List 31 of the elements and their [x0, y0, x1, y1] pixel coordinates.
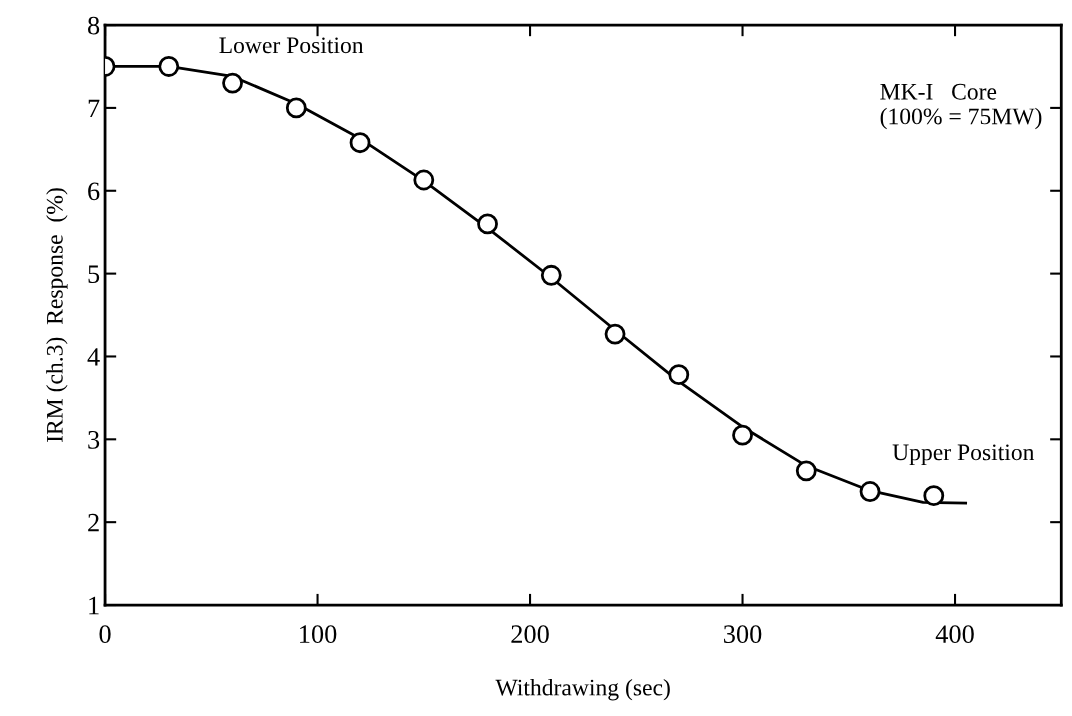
point: [158, 56, 180, 77]
y-tick-label: 6: [88, 182, 100, 201]
point: [285, 97, 307, 119]
point: [923, 485, 945, 507]
point: [795, 460, 817, 482]
point: [349, 132, 371, 154]
point: [413, 169, 435, 191]
point: [540, 264, 562, 286]
x-tick-label: 400: [935, 625, 974, 644]
x-axis-title: Withdrawing (sec): [495, 678, 670, 701]
point: [222, 72, 243, 94]
point: [668, 364, 690, 386]
annotation: MK-I Core (100% = 75MW): [880, 83, 1042, 130]
y-tick-label: 3: [88, 431, 100, 449]
x-tick-label: 0: [99, 625, 111, 644]
annotation: Upper Position: [892, 444, 1035, 466]
y-tick-label: 2: [88, 513, 99, 532]
point: [859, 481, 881, 502]
point: [732, 424, 753, 446]
x-tick-label: 100: [300, 625, 337, 644]
annotation: Lower Position: [219, 37, 364, 54]
y-tick-label: 1: [89, 596, 99, 615]
y-axis-title: IRM (ch.3) Response (%): [46, 188, 68, 443]
y-tick-label: 4: [87, 348, 100, 366]
point: [604, 323, 626, 345]
point: [477, 213, 498, 235]
x-tick-label: 300: [724, 625, 762, 644]
y-tick-label: 5: [88, 265, 100, 284]
y-tick-label: 7: [88, 99, 100, 118]
x-tick-label: 200: [511, 625, 549, 644]
y-tick-label: 8: [88, 16, 100, 35]
